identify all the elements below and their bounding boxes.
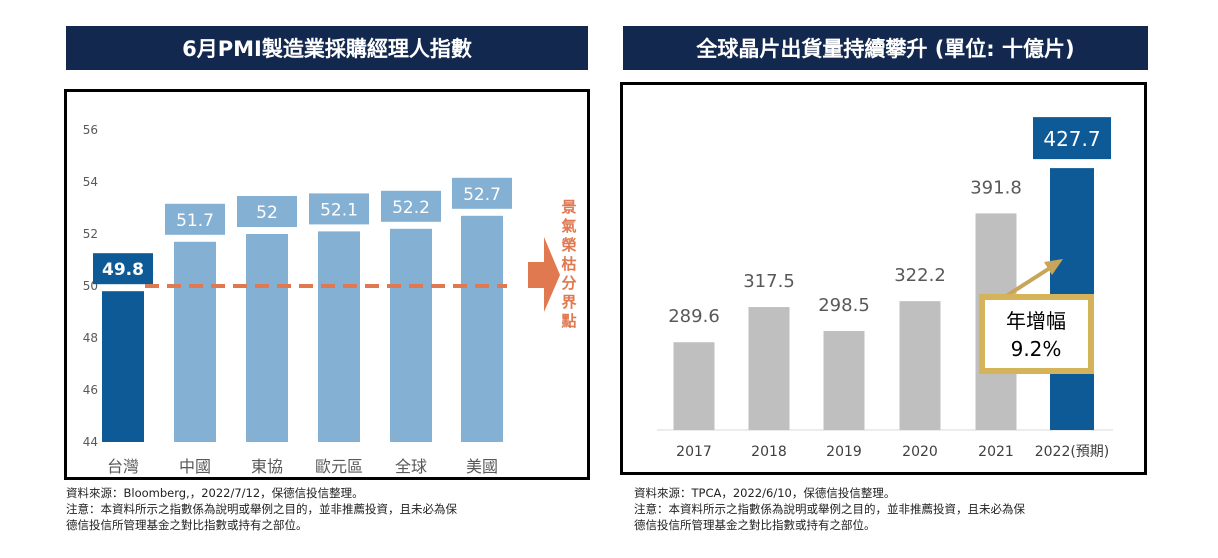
pmi-value-box: [309, 193, 369, 225]
pmi-bar: [102, 291, 144, 442]
pmi-category-label: 東協: [251, 457, 283, 476]
chip-chart-title: 全球晶片出貨量持續攀升 (單位: 十億片): [623, 26, 1148, 70]
pmi-bar-chart: 4446485052545649.8台灣51.7中國52東協52.1歐元區52.…: [83, 123, 577, 476]
pmi-note-line2: 德信投信所管理基金之對比指數或持有之部位。: [66, 518, 308, 532]
pmi-chart-title: 6月PMI製造業採購經理人指數: [66, 26, 588, 70]
pmi-category-label: 台灣: [107, 457, 139, 476]
pmi-value-box: [452, 177, 512, 209]
pmi-y-tick-label: 54: [83, 175, 98, 189]
chip-note-line2: 德信投信所管理基金之對比指數或持有之部位。: [634, 518, 876, 532]
chip-chart-frame: 289.6 2017 317.5 2018 298.5 2019 322.2 2020 391.…: [620, 82, 1147, 475]
pmi-bar: [318, 231, 360, 442]
pmi-source: 資料來源：Bloomberg,，2022/7/12，保德信投信整理。: [66, 486, 364, 500]
chip-source: 資料來源：TPCA，2022/6/10，保德信投信整理。: [634, 486, 896, 500]
chip-category-label: 2021: [978, 444, 1014, 460]
chip-bar: [823, 331, 865, 430]
pmi-threshold-arrow: [528, 237, 560, 312]
chip-bar: [899, 301, 941, 430]
chip-value-box: [1033, 117, 1111, 160]
chip-bar: [673, 342, 715, 430]
chip-footnote: 資料來源：TPCA，2022/6/10，保德信投信整理。 注意：本資料所示之指數…: [634, 485, 1025, 533]
chip-value-label: 298.5: [818, 295, 870, 316]
chip-category-label: 2018: [751, 444, 787, 460]
pmi-footnote: 資料來源：Bloomberg,，2022/7/12，保德信投信整理。 注意：本資…: [66, 485, 457, 533]
pmi-category-label: 美國: [466, 457, 498, 476]
pmi-threshold-label: 景氣榮枯分界點: [561, 198, 576, 330]
pmi-value-label: 51.7: [176, 211, 214, 231]
pmi-y-tick-label: 48: [83, 331, 98, 345]
chip-bar: [748, 307, 790, 430]
pmi-category-label: 歐元區: [315, 457, 363, 476]
pmi-value-label: 52: [256, 203, 278, 223]
chip-category-label: 2019: [826, 444, 862, 460]
chip-value-label: 289.6: [668, 306, 720, 327]
pmi-y-tick-label: 46: [83, 383, 98, 397]
pmi-bar: [390, 228, 432, 442]
pmi-value-label: 52.2: [392, 198, 430, 218]
pmi-bar: [174, 241, 216, 442]
pmi-value-label: 49.8: [102, 260, 144, 280]
pmi-value-box: [237, 196, 297, 227]
chip-value-label: 427.7: [1043, 127, 1100, 151]
chip-value-label: 317.5: [743, 271, 795, 292]
chip-value-label: 391.8: [970, 177, 1022, 198]
pmi-y-tick-label: 52: [83, 227, 98, 241]
pmi-value-label: 52.7: [463, 185, 501, 205]
chip-growth-arrowhead: [1044, 259, 1063, 275]
pmi-value-box: [93, 253, 153, 285]
pmi-bar: [461, 215, 503, 442]
chip-category-label: 2017: [676, 444, 712, 460]
pmi-y-tick-label: 56: [83, 123, 98, 137]
chip-value-label: 322.2: [894, 265, 946, 286]
chip-category-label: 2022(預期): [1035, 444, 1110, 460]
chip-category-label: 2020: [902, 444, 938, 460]
pmi-y-tick-label: 44: [83, 435, 98, 449]
pmi-note-line1: 注意：本資料所示之指數係為說明或舉例之目的，並非推薦投資，且未必為保: [66, 502, 457, 516]
pmi-value-label: 52.1: [320, 200, 358, 220]
pmi-category-label: 全球: [395, 457, 427, 476]
pmi-category-label: 中國: [179, 457, 211, 476]
chip-growth-annotation-box: [979, 294, 1094, 374]
pmi-value-box: [165, 203, 225, 235]
chip-bar-chart: 289.6 2017 317.5 2018 298.5 2019 322.2 2020 391.…: [657, 117, 1113, 460]
pmi-bar: [246, 234, 288, 442]
chip-growth-annotation-value: 9.2%: [1011, 337, 1062, 361]
chip-growth-annotation-title: 年增幅: [1006, 309, 1066, 333]
pmi-value-box: [381, 190, 441, 222]
pmi-chart-frame: 44 46 48 50 52 54 56 49.8 台灣 51.7 中國 52 東協 52.1 歐元區 52.…: [64, 89, 590, 480]
chip-note-line1: 注意：本資料所示之指數係為說明或舉例之目的，並非推薦投資，且未必為保: [634, 502, 1025, 516]
